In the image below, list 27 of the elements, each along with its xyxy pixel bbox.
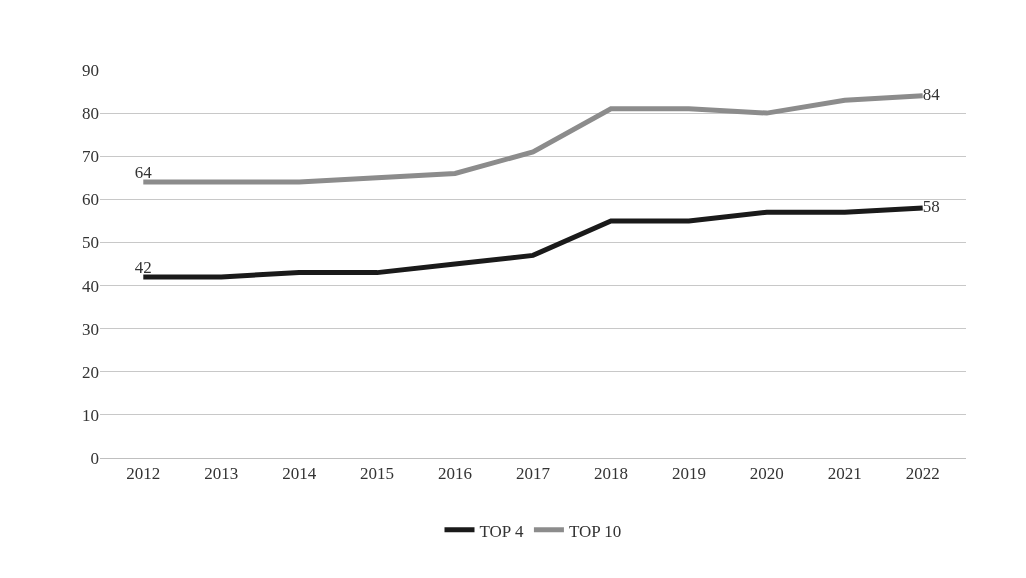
x-tick-label: 2013 — [204, 464, 239, 484]
data-label: 58 — [922, 197, 940, 217]
x-tick-label: 2020 — [749, 464, 784, 484]
legend-label: TOP 4 — [479, 521, 524, 541]
x-tick-label: 2014 — [282, 464, 317, 484]
data-label: 64 — [134, 162, 153, 182]
data-label: 84 — [922, 85, 941, 105]
x-tick-label: 2017 — [516, 464, 551, 484]
x-tick-label: 2012 — [126, 464, 161, 484]
x-tick-label: 2022 — [905, 464, 940, 484]
y-tick-label: 80 — [82, 104, 99, 124]
x-tick-label: 2015 — [360, 464, 395, 484]
x-tick-label: 2019 — [671, 464, 706, 484]
x-tick-label: 2018 — [593, 464, 628, 484]
y-tick-label: 40 — [82, 276, 99, 296]
y-tick-label: 50 — [82, 233, 99, 253]
y-tick-label: 90 — [82, 60, 99, 80]
legend-label: TOP 10 — [568, 521, 622, 541]
x-tick-label: 2021 — [827, 464, 862, 484]
x-tick-label: 2016 — [438, 464, 473, 484]
y-tick-label: 10 — [82, 405, 99, 425]
y-tick-label: 0 — [90, 448, 99, 468]
data-label: 42 — [134, 257, 152, 277]
y-tick-label: 30 — [82, 319, 99, 339]
y-tick-label: 70 — [82, 147, 99, 167]
y-tick-label: 20 — [82, 362, 99, 382]
y-tick-label: 60 — [82, 190, 99, 210]
